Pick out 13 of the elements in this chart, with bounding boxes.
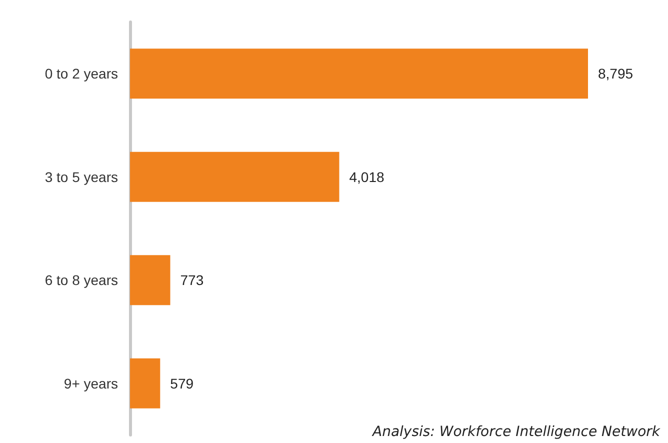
- y-tick-label: 6 to 8 years: [44, 272, 118, 288]
- data-label: 4,018: [349, 168, 384, 185]
- data-label: 773: [180, 272, 204, 288]
- data-label: 579: [170, 375, 194, 392]
- data-label: 8,795: [598, 66, 634, 82]
- bar: [130, 48, 588, 99]
- bar: [130, 255, 170, 306]
- y-tick-label: 0 to 2 years: [44, 66, 118, 82]
- bar: [130, 152, 340, 202]
- y-tick-label: 3 to 5 years: [44, 168, 118, 185]
- annotation: Analysis: Workforce Intelligence Network: [372, 424, 661, 440]
- bar: [130, 358, 160, 408]
- y-tick-label: 9+ years: [64, 375, 118, 392]
